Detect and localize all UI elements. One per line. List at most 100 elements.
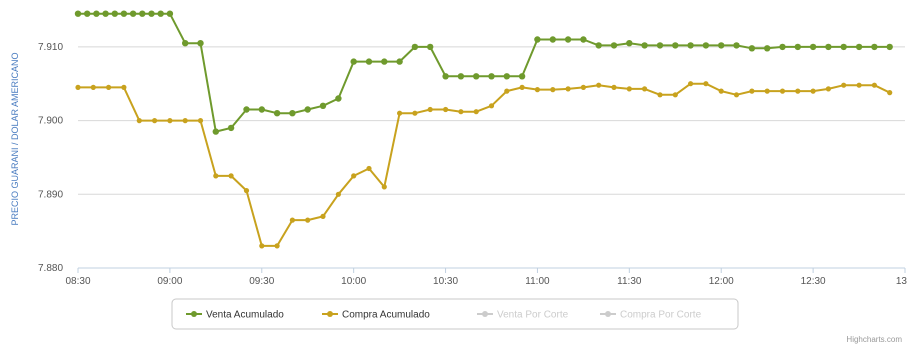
data-point[interactable] — [656, 42, 664, 49]
data-point[interactable] — [855, 43, 863, 51]
data-point[interactable] — [534, 36, 541, 43]
data-point[interactable] — [243, 106, 250, 113]
data-point[interactable] — [871, 82, 878, 88]
data-point[interactable] — [871, 43, 878, 51]
data-point[interactable] — [443, 106, 449, 113]
data-point[interactable] — [458, 109, 464, 115]
data-point[interactable] — [111, 10, 119, 17]
data-point[interactable] — [840, 43, 847, 51]
data-point[interactable] — [657, 92, 663, 98]
data-point[interactable] — [228, 173, 234, 179]
legend-item-venta-por-corte[interactable]: Venta Por Corte — [477, 310, 569, 321]
data-point[interactable] — [580, 36, 587, 43]
data-point[interactable] — [366, 165, 372, 172]
data-point[interactable] — [397, 110, 403, 116]
data-point[interactable] — [809, 43, 817, 51]
data-point[interactable] — [74, 10, 82, 17]
data-point[interactable] — [148, 10, 155, 17]
data-point[interactable] — [703, 81, 709, 87]
data-point[interactable] — [519, 84, 525, 90]
data-point[interactable] — [718, 42, 725, 49]
data-point[interactable] — [473, 109, 479, 115]
data-point[interactable] — [886, 43, 893, 51]
data-point[interactable] — [764, 88, 770, 94]
data-point[interactable] — [102, 10, 109, 17]
data-point[interactable] — [304, 106, 311, 113]
legend-item-compra-por-corte[interactable]: Compra Por Corte — [600, 310, 702, 321]
data-point[interactable] — [825, 86, 832, 92]
data-point[interactable] — [442, 73, 449, 80]
data-point[interactable] — [212, 128, 219, 135]
data-point[interactable] — [733, 42, 740, 49]
data-point[interactable] — [565, 86, 571, 92]
data-point[interactable] — [550, 87, 556, 93]
credits-text[interactable]: Highcharts.com — [846, 335, 902, 344]
data-point[interactable] — [672, 92, 678, 98]
data-point[interactable] — [672, 42, 679, 49]
series-line[interactable] — [78, 82, 891, 247]
data-point[interactable] — [810, 88, 816, 94]
data-point[interactable] — [157, 10, 164, 17]
legend-item-venta-acumulado[interactable]: Venta Acumulado — [186, 310, 284, 321]
data-point[interactable] — [152, 118, 158, 124]
data-point[interactable] — [289, 110, 296, 117]
data-point[interactable] — [75, 84, 81, 90]
data-point[interactable] — [642, 86, 648, 92]
data-point[interactable] — [90, 84, 96, 90]
data-point[interactable] — [274, 243, 280, 249]
data-point[interactable] — [259, 243, 265, 249]
data-point[interactable] — [167, 118, 173, 124]
data-point[interactable] — [243, 188, 250, 194]
data-point[interactable] — [197, 40, 204, 47]
data-point[interactable] — [197, 118, 204, 124]
data-point[interactable] — [320, 213, 326, 219]
data-point[interactable] — [120, 10, 128, 17]
data-point[interactable] — [687, 42, 694, 49]
data-point[interactable] — [503, 73, 510, 80]
data-point[interactable] — [749, 88, 755, 94]
data-point[interactable] — [825, 43, 832, 51]
data-point[interactable] — [427, 106, 433, 113]
data-point[interactable] — [227, 124, 235, 132]
data-point[interactable] — [733, 92, 740, 98]
data-point[interactable] — [166, 10, 174, 17]
data-point[interactable] — [335, 191, 341, 197]
data-point[interactable] — [610, 42, 618, 49]
data-point[interactable] — [289, 217, 295, 223]
data-point[interactable] — [856, 82, 862, 88]
data-point[interactable] — [794, 43, 801, 51]
data-point[interactable] — [718, 88, 724, 94]
data-point[interactable] — [305, 217, 311, 223]
data-point[interactable] — [488, 73, 495, 80]
data-point[interactable] — [595, 42, 602, 49]
data-point[interactable] — [534, 87, 541, 93]
data-point[interactable] — [611, 84, 617, 90]
data-point[interactable] — [626, 86, 632, 92]
data-point[interactable] — [518, 73, 526, 80]
data-point[interactable] — [136, 118, 142, 124]
data-point[interactable] — [473, 73, 480, 80]
data-point[interactable] — [688, 81, 694, 87]
data-point[interactable] — [258, 106, 265, 113]
data-point[interactable] — [84, 10, 91, 17]
data-point[interactable] — [764, 45, 771, 52]
data-point[interactable] — [182, 118, 188, 124]
data-point[interactable] — [580, 84, 587, 90]
data-point[interactable] — [887, 90, 893, 96]
legend-item-compra-acumulado[interactable]: Compra Acumulado — [322, 310, 430, 321]
data-point[interactable] — [488, 103, 495, 109]
data-point[interactable] — [596, 82, 602, 88]
data-point[interactable] — [351, 173, 357, 179]
series-line[interactable] — [78, 12, 890, 133]
data-point[interactable] — [748, 45, 756, 52]
data-point[interactable] — [779, 88, 786, 94]
data-point[interactable] — [139, 10, 146, 17]
data-point[interactable] — [411, 43, 419, 51]
data-point[interactable] — [381, 58, 388, 65]
data-point[interactable] — [549, 36, 556, 43]
data-point[interactable] — [213, 173, 219, 179]
data-point[interactable] — [427, 43, 434, 51]
data-point[interactable] — [841, 82, 847, 88]
data-point[interactable] — [93, 10, 100, 17]
data-point[interactable] — [504, 88, 510, 94]
